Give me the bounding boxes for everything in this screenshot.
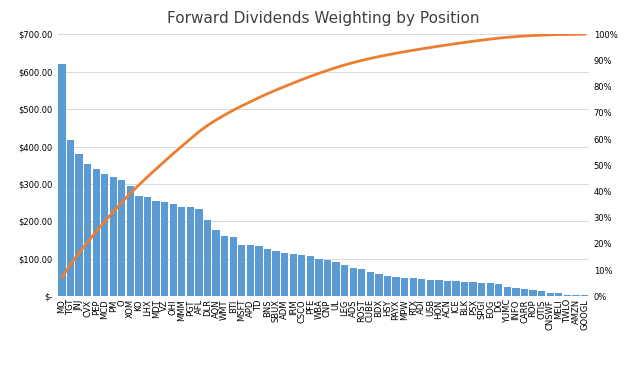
Bar [478, 283, 485, 296]
Bar [238, 245, 246, 296]
Bar [195, 209, 203, 296]
Bar [538, 291, 545, 296]
Bar [144, 197, 151, 296]
Bar [401, 278, 408, 296]
Bar [178, 206, 186, 296]
Bar [255, 246, 262, 296]
Bar [410, 279, 417, 296]
Bar [264, 249, 271, 296]
Bar [307, 256, 314, 296]
Bar [555, 293, 563, 296]
Bar [486, 283, 494, 296]
Bar [84, 164, 92, 296]
Bar [118, 179, 125, 296]
Bar [187, 207, 194, 296]
Bar [93, 169, 100, 296]
Bar [341, 265, 348, 296]
Bar [127, 185, 134, 296]
Bar [349, 268, 357, 296]
Bar [418, 279, 426, 296]
Bar [152, 201, 160, 296]
Bar [375, 274, 383, 296]
Bar [513, 288, 520, 296]
Bar [67, 140, 74, 296]
Bar [547, 293, 554, 296]
Bar [221, 236, 228, 296]
Bar [392, 277, 399, 296]
Bar [247, 245, 254, 296]
Bar [521, 289, 528, 296]
Title: Forward Dividends Weighting by Position: Forward Dividends Weighting by Position [167, 11, 479, 26]
Bar [572, 295, 580, 296]
Bar [230, 237, 237, 296]
Bar [461, 282, 468, 296]
Bar [427, 280, 434, 296]
Bar [332, 262, 340, 296]
Bar [161, 202, 168, 296]
Bar [316, 259, 323, 296]
Bar [367, 272, 374, 296]
Bar [452, 281, 460, 296]
Bar [324, 260, 331, 296]
Bar [109, 177, 117, 296]
Bar [495, 284, 502, 296]
Bar [273, 252, 280, 296]
Bar [564, 294, 571, 296]
Bar [281, 253, 288, 296]
Bar [101, 174, 108, 296]
Bar [204, 220, 211, 296]
Bar [58, 64, 65, 296]
Bar [212, 230, 220, 296]
Bar [76, 154, 83, 296]
Bar [581, 295, 588, 296]
Bar [358, 269, 365, 296]
Bar [135, 196, 143, 296]
Bar [435, 280, 442, 296]
Bar [289, 255, 297, 296]
Bar [504, 287, 511, 296]
Bar [470, 282, 477, 296]
Bar [170, 204, 177, 296]
Bar [529, 290, 537, 296]
Bar [298, 255, 305, 296]
Bar [444, 281, 451, 296]
Bar [384, 276, 391, 296]
